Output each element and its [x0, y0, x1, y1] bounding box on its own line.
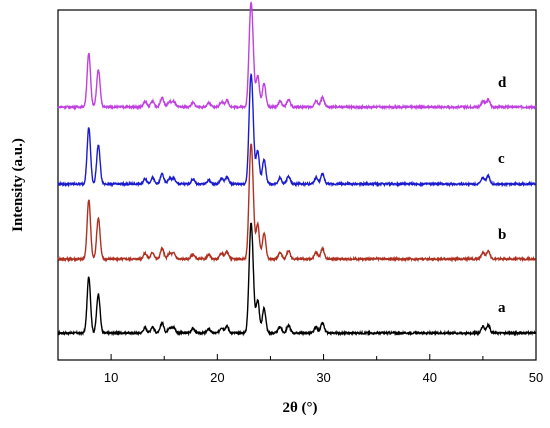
- x-tick-label: 40: [423, 370, 437, 385]
- series-line-d: [57, 1, 537, 111]
- x-axis-ticks: 10 20 30 40 50: [57, 354, 543, 385]
- series-label-d: d: [498, 75, 507, 91]
- x-tick-label: 10: [104, 370, 118, 385]
- plot-frame: [57, 9, 537, 361]
- x-tick-label: 50: [529, 370, 543, 385]
- x-axis-title: 2θ (°): [282, 400, 317, 416]
- series-line-b: [57, 143, 537, 263]
- y-axis-title: Intensity (a.u.): [10, 138, 26, 232]
- series-layer: a b c d: [57, 1, 537, 337]
- series-label-a: a: [498, 300, 506, 316]
- series-line-c: [57, 72, 537, 188]
- x-tick-label: 20: [210, 370, 224, 385]
- series-label-b: b: [498, 227, 506, 243]
- x-tick-label: 30: [316, 370, 330, 385]
- series-label-c: c: [498, 151, 505, 167]
- series-line-a: [57, 222, 537, 337]
